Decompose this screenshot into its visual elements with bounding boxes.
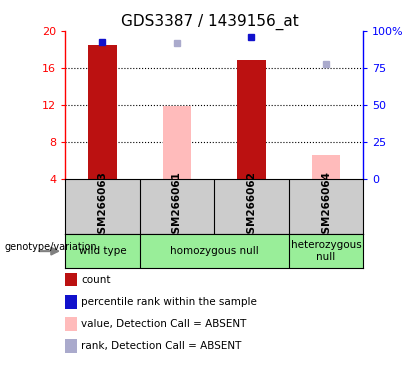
Bar [312,156,340,179]
Text: GSM266062: GSM266062 [247,172,257,241]
Text: GDS3387 / 1439156_at: GDS3387 / 1439156_at [121,13,299,30]
Text: percentile rank within the sample: percentile rank within the sample [81,297,257,307]
Text: count: count [81,275,110,285]
Text: homozygous null: homozygous null [170,246,259,256]
Text: heterozygous
null: heterozygous null [291,240,361,262]
Bar [88,45,116,179]
Text: rank, Detection Call = ABSENT: rank, Detection Call = ABSENT [81,341,241,351]
Text: GSM266061: GSM266061 [172,172,182,241]
Text: GSM266063: GSM266063 [97,172,108,241]
Text: GSM266064: GSM266064 [321,171,331,242]
Bar [163,106,191,179]
Bar [237,60,265,179]
Text: wild type: wild type [79,246,126,256]
Text: value, Detection Call = ABSENT: value, Detection Call = ABSENT [81,319,247,329]
Text: genotype/variation: genotype/variation [4,242,97,252]
